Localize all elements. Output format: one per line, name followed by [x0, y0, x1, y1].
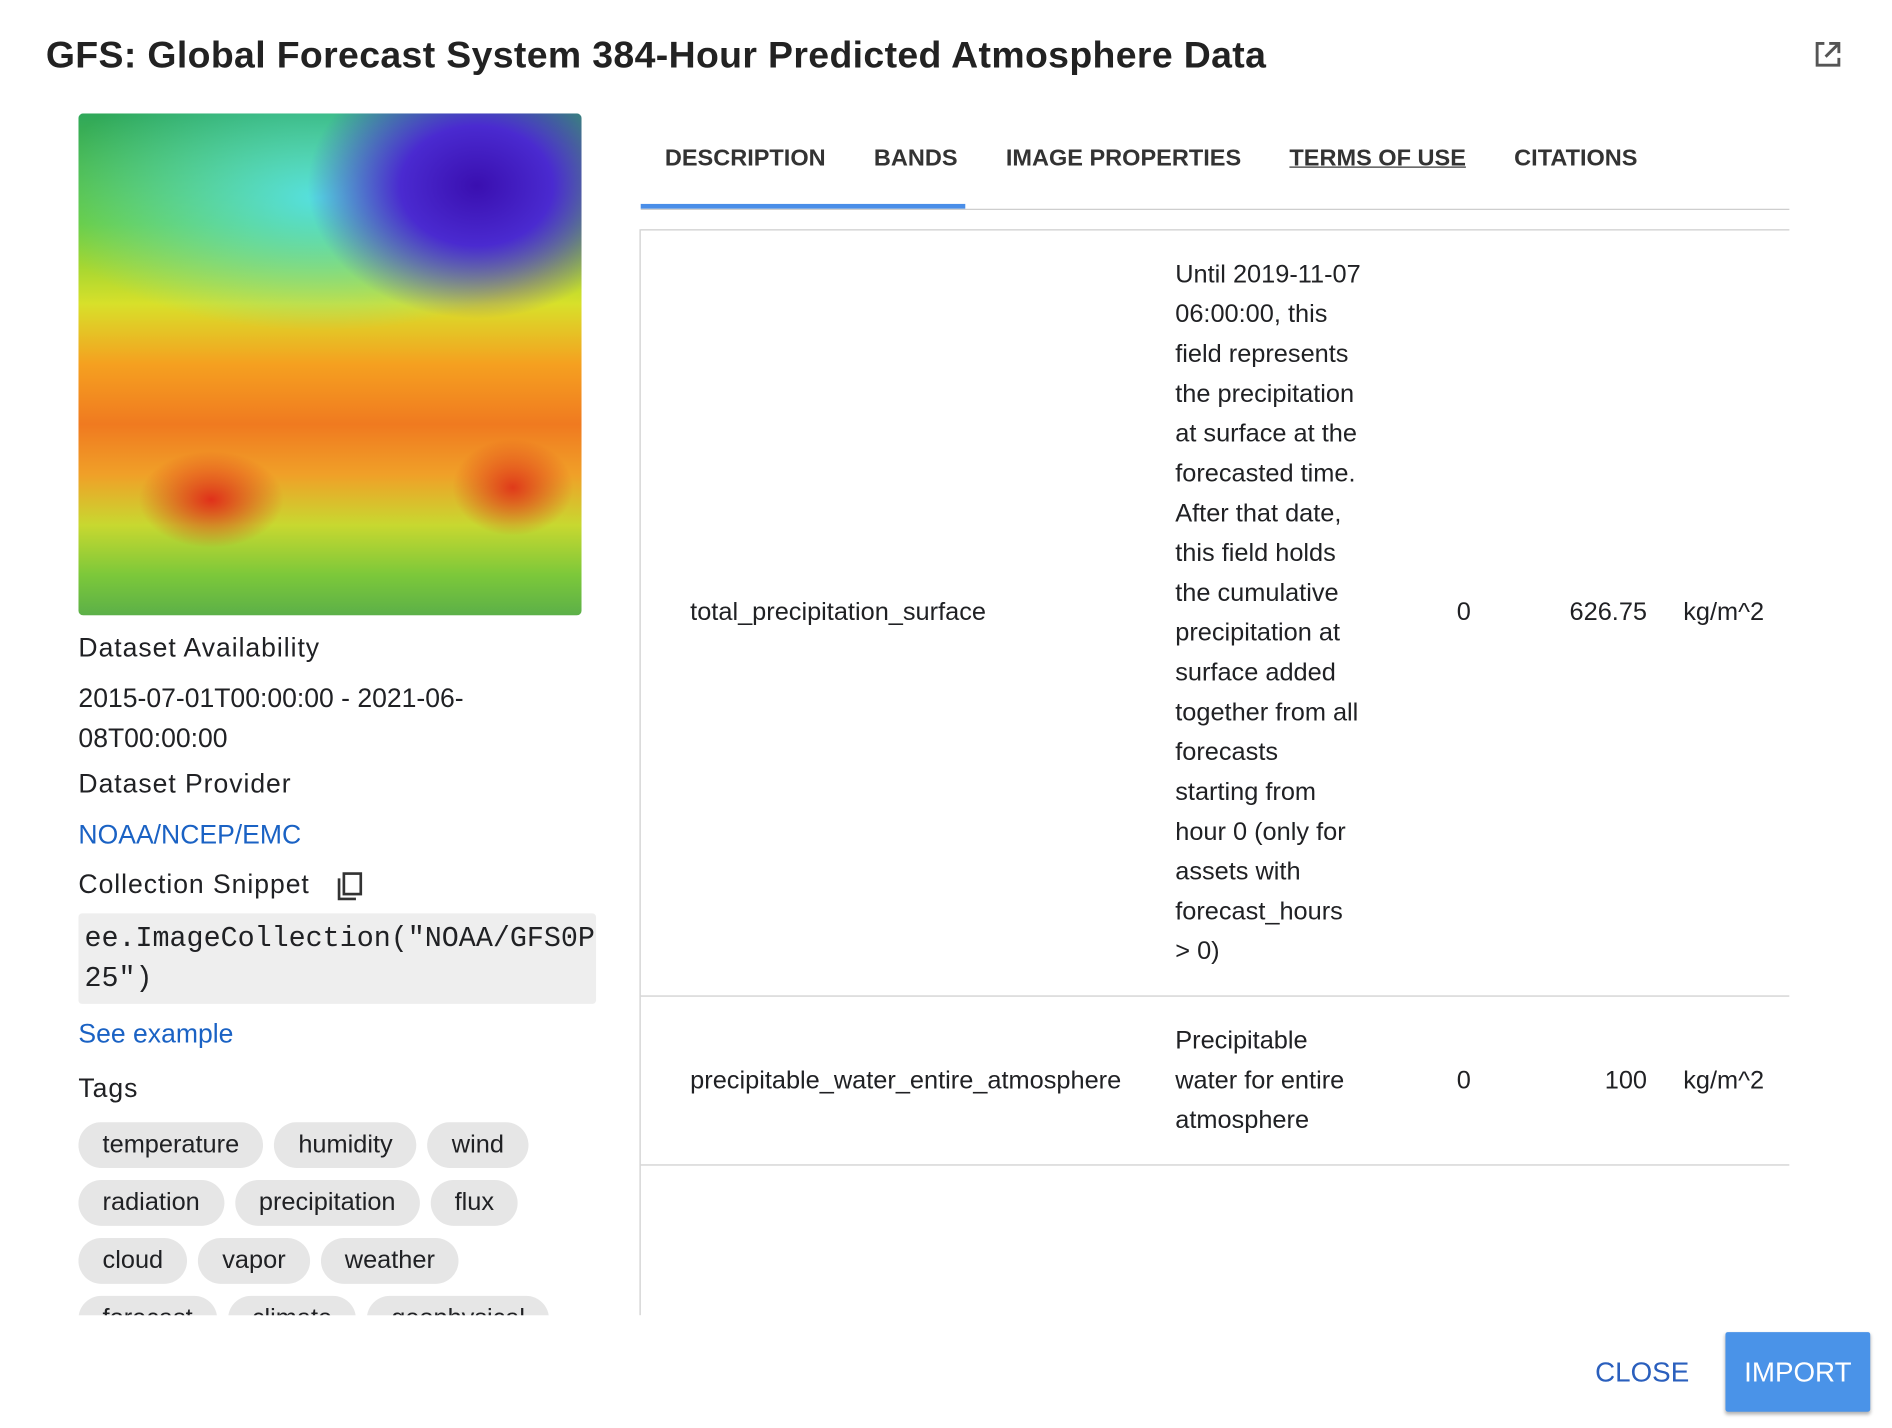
- table-cell: 626.75: [1569, 598, 1648, 627]
- tag-chip[interactable]: cloud: [78, 1237, 188, 1284]
- tab[interactable]: IMAGE PROPERTIES: [1005, 144, 1242, 172]
- tag-chip[interactable]: radiation: [78, 1180, 224, 1226]
- tag-chip[interactable]: humidity: [274, 1122, 417, 1168]
- import-button[interactable]: IMPORT: [1725, 1332, 1871, 1412]
- copy-icon[interactable]: [335, 871, 364, 902]
- tab[interactable]: DESCRIPTION: [664, 144, 826, 172]
- close-button[interactable]: CLOSE: [1595, 1356, 1690, 1388]
- table-cell: kg/m^2: [1683, 1066, 1765, 1094]
- dataset-thumbnail: [78, 113, 582, 616]
- snippet-label: Collection Snippet: [78, 868, 310, 899]
- example-link[interactable]: See example: [78, 1018, 234, 1049]
- tab[interactable]: BANDS: [873, 144, 958, 172]
- availability-label: Dataset Availability: [78, 632, 321, 663]
- table-row: total_precipitation_surface Until 2019-11…: [640, 230, 1790, 997]
- tab[interactable]: CITATIONS: [1514, 144, 1638, 172]
- tag-chip[interactable]: forecast: [78, 1295, 217, 1316]
- tag-chip[interactable]: climate: [227, 1295, 357, 1316]
- dialog-title: GFS: Global Forecast System 384-Hour Pre…: [45, 33, 1267, 77]
- divider: [640, 229, 1790, 231]
- table-cell: Until 2019-11-07 06:00:00, this field re…: [1175, 260, 1361, 966]
- divider: [640, 208, 1790, 210]
- provider-link[interactable]: NOAA/NCEP/EMC: [78, 819, 302, 850]
- tag-chip[interactable]: temperature: [78, 1122, 264, 1168]
- tags-label: Tags: [78, 1072, 139, 1103]
- availability: 2015-07-01T00:00:00 - 2021-06-08T00:00:0…: [78, 682, 464, 753]
- table-row: precipitable_water_entire_atmosphere Prec…: [640, 997, 1790, 1166]
- table-cell: 0: [1456, 598, 1471, 627]
- table-cell: 0: [1456, 1066, 1471, 1094]
- bands-table: total_precipitation_surface Until 2019-11…: [640, 230, 1790, 1315]
- tag-chip[interactable]: flux: [430, 1180, 519, 1226]
- code-snippet: ee.ImageCollection("NOAA/GFS0P25"): [78, 913, 597, 1004]
- divider: [639, 229, 641, 1316]
- tab-bar: DESCRIPTION BANDS IMAGE PROPERTIES TERMS OF…: [641, 133, 1662, 185]
- tag-list: temperature humidity wind radiation precipit…: [78, 1122, 609, 1316]
- table-cell: Precipitable water for entire atmosphere: [1175, 1026, 1345, 1135]
- table-cell: precipitable_water_entire_atmosphere: [690, 1066, 1122, 1094]
- tag-chip[interactable]: geophysical: [367, 1295, 550, 1316]
- tag-chip[interactable]: weather: [320, 1237, 460, 1284]
- table-cell: kg/m^2: [1683, 598, 1765, 627]
- open-external-icon[interactable]: [1814, 40, 1843, 69]
- tag-chip[interactable]: vapor: [198, 1237, 310, 1284]
- tag-chip[interactable]: wind: [427, 1122, 529, 1168]
- tab[interactable]: TERMS OF USE: [1289, 144, 1466, 172]
- tab-indicator: [640, 203, 966, 209]
- table-cell: total_precipitation_surface: [690, 598, 986, 627]
- table-cell: 100: [1604, 1066, 1648, 1094]
- tag-chip[interactable]: precipitation: [234, 1180, 420, 1226]
- provider-label: Dataset Provider: [78, 768, 292, 799]
